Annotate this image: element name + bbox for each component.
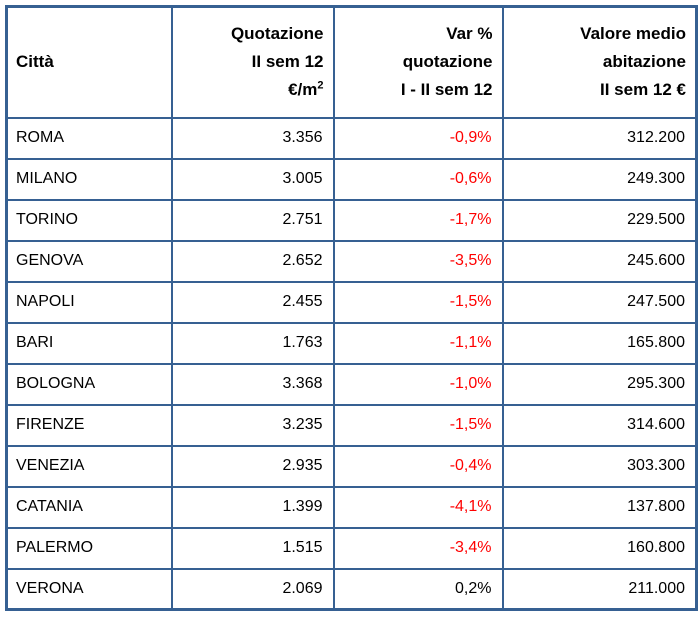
header-var-line2: quotazione [402,52,493,72]
var-cell: -1,5% [332,280,504,324]
valore-cell: 303.300 [501,444,698,488]
var-cell: -1,7% [332,198,504,242]
header-var-line1: Var % [446,24,493,44]
header-quotazione: Quotazione II sem 12 €/m2 [170,5,335,119]
valore-cell: 245.600 [501,239,698,283]
header-valore-line1: Valore medio [580,24,686,44]
valore-cell: 295.300 [501,362,698,406]
table-row: PALERMO 1.515 -3,4% 160.800 [5,526,698,570]
header-valore-line2: abitazione [602,52,686,72]
table-row: NAPOLI 2.455 -1,5% 247.500 [5,280,698,324]
header-citta: Città [5,5,173,119]
valore-cell: 137.800 [501,485,698,529]
valore-cell: 160.800 [501,526,698,570]
header-quotazione-line1: Quotazione [230,24,324,44]
var-cell: -0,6% [332,157,504,201]
header-valore-line3: II sem 12 € [599,80,686,100]
valore-cell: 247.500 [501,280,698,324]
table-row: ROMA 3.356 -0,9% 312.200 [5,116,698,160]
header-quotazione-line2: II sem 12 [251,52,324,72]
quotazione-cell: 1.399 [170,485,335,529]
city-cell: CATANIA [5,485,173,529]
table-row: GENOVA 2.652 -3,5% 245.600 [5,239,698,283]
valore-cell: 312.200 [501,116,698,160]
quotazione-cell: 2.652 [170,239,335,283]
city-cell: NAPOLI [5,280,173,324]
var-cell: -1,5% [332,403,504,447]
valore-cell: 165.800 [501,321,698,365]
table-row: MILANO 3.005 -0,6% 249.300 [5,157,698,201]
valore-cell: 211.000 [501,567,698,611]
header-quotazione-line3: €/m2 [288,79,324,100]
quotazione-cell: 3.368 [170,362,335,406]
var-cell: -0,4% [332,444,504,488]
city-cell: BARI [5,321,173,365]
city-cell: TORINO [5,198,173,242]
city-cell: VERONA [5,567,173,611]
city-cell: MILANO [5,157,173,201]
header-row: Città Quotazione II sem 12 €/m2 Var % qu… [5,5,698,119]
var-cell: -3,4% [332,526,504,570]
city-cell: PALERMO [5,526,173,570]
city-cell: VENEZIA [5,444,173,488]
table-row: BARI 1.763 -1,1% 165.800 [5,321,698,365]
var-cell: -0,9% [332,116,504,160]
quotazione-cell: 3.356 [170,116,335,160]
header-var-line3: I - II sem 12 [400,80,493,100]
header-citta-label: Città [16,52,54,72]
quotazione-cell: 1.515 [170,526,335,570]
var-cell: -1,1% [332,321,504,365]
table-row: VERONA 2.069 0,2% 211.000 [5,567,698,611]
header-var: Var % quotazione I - II sem 12 [332,5,504,119]
quotazione-cell: 2.069 [170,567,335,611]
city-cell: GENOVA [5,239,173,283]
city-cell: ROMA [5,116,173,160]
header-valore: Valore medio abitazione II sem 12 € [501,5,698,119]
var-cell: -4,1% [332,485,504,529]
quotazione-cell: 2.751 [170,198,335,242]
quotazione-cell: 2.935 [170,444,335,488]
city-quotations-table: Città Quotazione II sem 12 €/m2 Var % qu… [5,5,698,611]
quotazione-cell: 2.455 [170,280,335,324]
valore-cell: 314.600 [501,403,698,447]
quotazione-cell: 3.235 [170,403,335,447]
table-row: FIRENZE 3.235 -1,5% 314.600 [5,403,698,447]
city-cell: FIRENZE [5,403,173,447]
valore-cell: 249.300 [501,157,698,201]
table-row: BOLOGNA 3.368 -1,0% 295.300 [5,362,698,406]
var-cell: -3,5% [332,239,504,283]
table-row: VENEZIA 2.935 -0,4% 303.300 [5,444,698,488]
var-cell: -1,0% [332,362,504,406]
table-row: CATANIA 1.399 -4,1% 137.800 [5,485,698,529]
valore-cell: 229.500 [501,198,698,242]
var-cell: 0,2% [332,567,504,611]
table-container: Città Quotazione II sem 12 €/m2 Var % qu… [5,5,698,611]
quotazione-cell: 1.763 [170,321,335,365]
table-row: TORINO 2.751 -1,7% 229.500 [5,198,698,242]
quotazione-cell: 3.005 [170,157,335,201]
city-cell: BOLOGNA [5,362,173,406]
